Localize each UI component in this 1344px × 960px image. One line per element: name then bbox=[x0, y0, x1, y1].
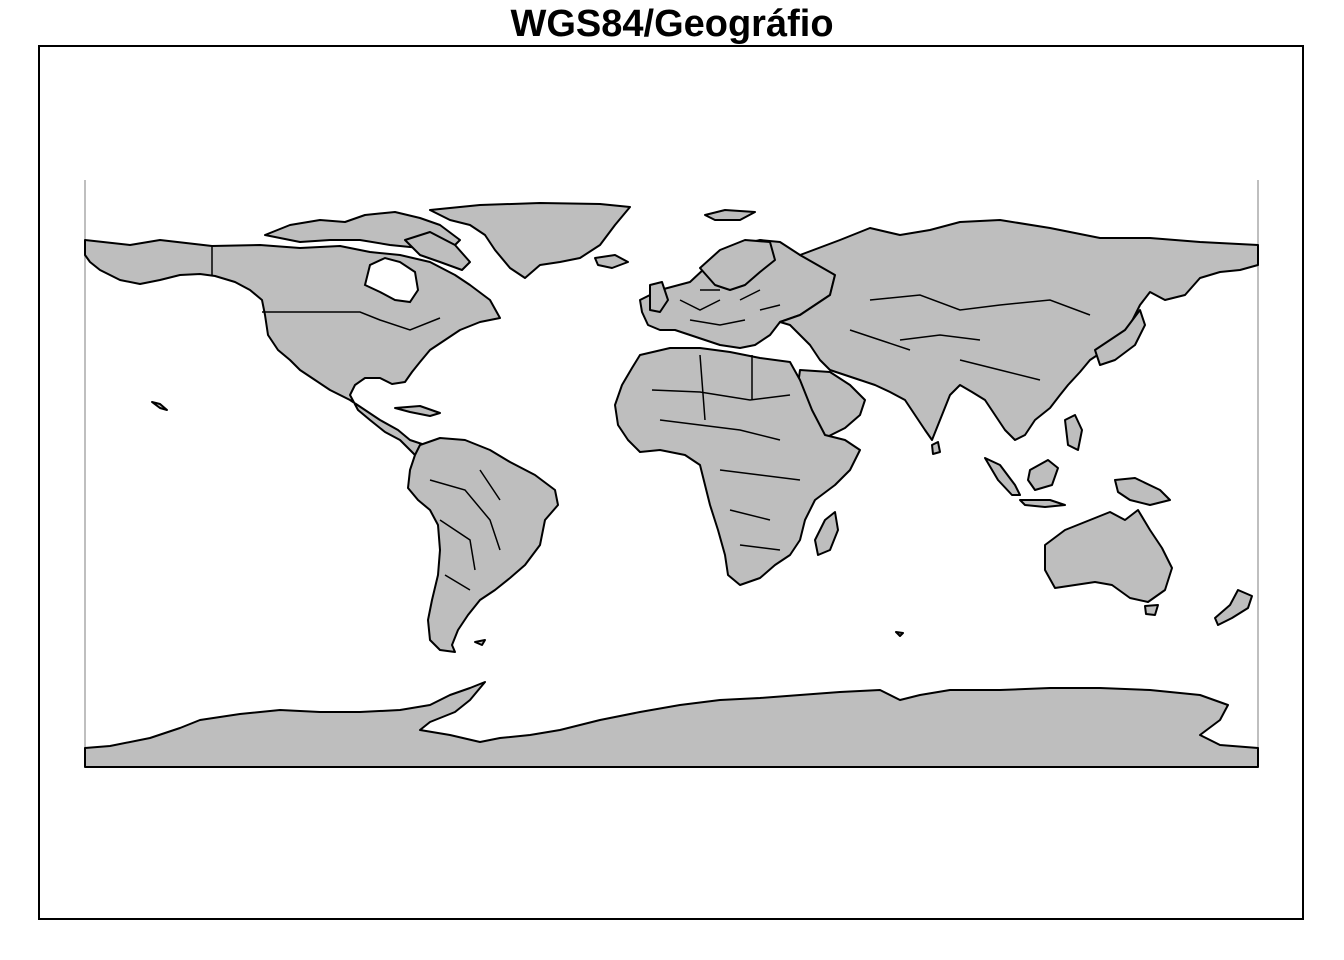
kerguelen bbox=[895, 631, 904, 637]
map-title: WGS84/Geográfio bbox=[510, 3, 834, 45]
java bbox=[1019, 499, 1066, 508]
hudson-bay bbox=[363, 256, 420, 304]
great-britain bbox=[649, 281, 669, 313]
sa-borders bbox=[429, 469, 501, 591]
australia bbox=[1044, 509, 1173, 603]
philippines bbox=[1064, 414, 1083, 451]
new-guinea bbox=[1114, 477, 1171, 506]
cuba bbox=[394, 405, 441, 417]
svalbard bbox=[704, 209, 756, 221]
sri-lanka bbox=[931, 441, 941, 455]
new-zealand bbox=[1214, 589, 1253, 626]
greenland bbox=[429, 202, 631, 279]
iceland bbox=[594, 254, 629, 269]
africa bbox=[614, 347, 861, 586]
plot-frame bbox=[38, 45, 1304, 920]
asia-borders bbox=[849, 294, 1091, 381]
madagascar bbox=[814, 511, 839, 556]
falklands bbox=[474, 639, 486, 646]
tasmania bbox=[1144, 604, 1159, 616]
antarctica bbox=[84, 681, 1259, 768]
south-america bbox=[407, 437, 559, 653]
sumatra bbox=[984, 457, 1021, 496]
europe-borders bbox=[679, 289, 781, 326]
hawaii bbox=[151, 401, 168, 411]
asia bbox=[779, 219, 1259, 441]
africa-borders bbox=[651, 354, 801, 551]
scandinavia bbox=[699, 239, 776, 291]
us-canada-border bbox=[262, 311, 441, 331]
borneo bbox=[1027, 459, 1059, 491]
north-america bbox=[84, 239, 501, 461]
japan bbox=[1094, 309, 1146, 366]
baffin-island bbox=[404, 231, 471, 271]
